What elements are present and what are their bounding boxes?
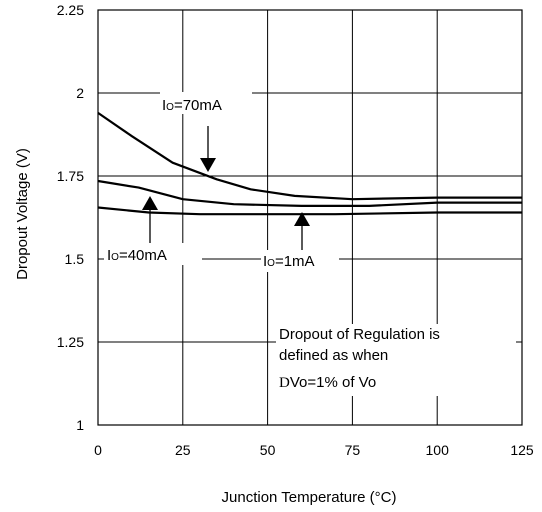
y-tick-label: 2	[76, 85, 84, 101]
arrow-70ma-head	[200, 158, 216, 172]
x-tick-label: 75	[345, 442, 361, 458]
note-line-2: defined as when	[279, 347, 388, 364]
y-tick-label: 1.25	[57, 334, 84, 350]
label-io-40ma: IO=40mA	[107, 247, 167, 264]
label-io-70ma: IO=70mA	[162, 97, 222, 114]
y-tick-label: 1.75	[57, 168, 84, 184]
label-io-1ma: IO=1mA	[263, 253, 315, 270]
y-axis-label: Dropout Voltage (V)	[14, 148, 31, 280]
y-tick-label: 2.25	[57, 2, 84, 18]
label-70ma-bg	[160, 92, 252, 114]
x-tick-label: 100	[426, 442, 450, 458]
series-line-1	[97, 179, 522, 207]
label-40ma-bg	[104, 243, 202, 265]
plot-frame	[97, 9, 523, 426]
series-line-0	[97, 111, 522, 201]
x-axis-label: Junction Temperature (°C)	[222, 489, 397, 506]
x-tick-label: 125	[510, 442, 534, 458]
x-tick-labels: 0 25 50 75 100 125	[94, 442, 534, 458]
series-line-2	[97, 206, 522, 216]
note-line-3: DVo=1% of Vo	[279, 374, 376, 391]
arrow-1ma-head	[294, 212, 310, 226]
y-tick-label: 1.5	[65, 251, 85, 267]
x-tick-label: 0	[94, 442, 102, 458]
annotation-arrows	[142, 126, 310, 257]
arrow-40ma-head	[142, 196, 158, 210]
data-series	[97, 111, 522, 216]
label-1ma-bg	[261, 250, 339, 272]
y-tick-label: 1	[76, 417, 84, 433]
note-bg	[276, 324, 516, 396]
x-tick-label: 25	[175, 442, 191, 458]
y-tick-labels: 1 1.25 1.5 1.75 2 2.25	[57, 2, 84, 433]
note-line-1: Dropout of Regulation is	[279, 326, 440, 343]
x-tick-label: 50	[260, 442, 276, 458]
